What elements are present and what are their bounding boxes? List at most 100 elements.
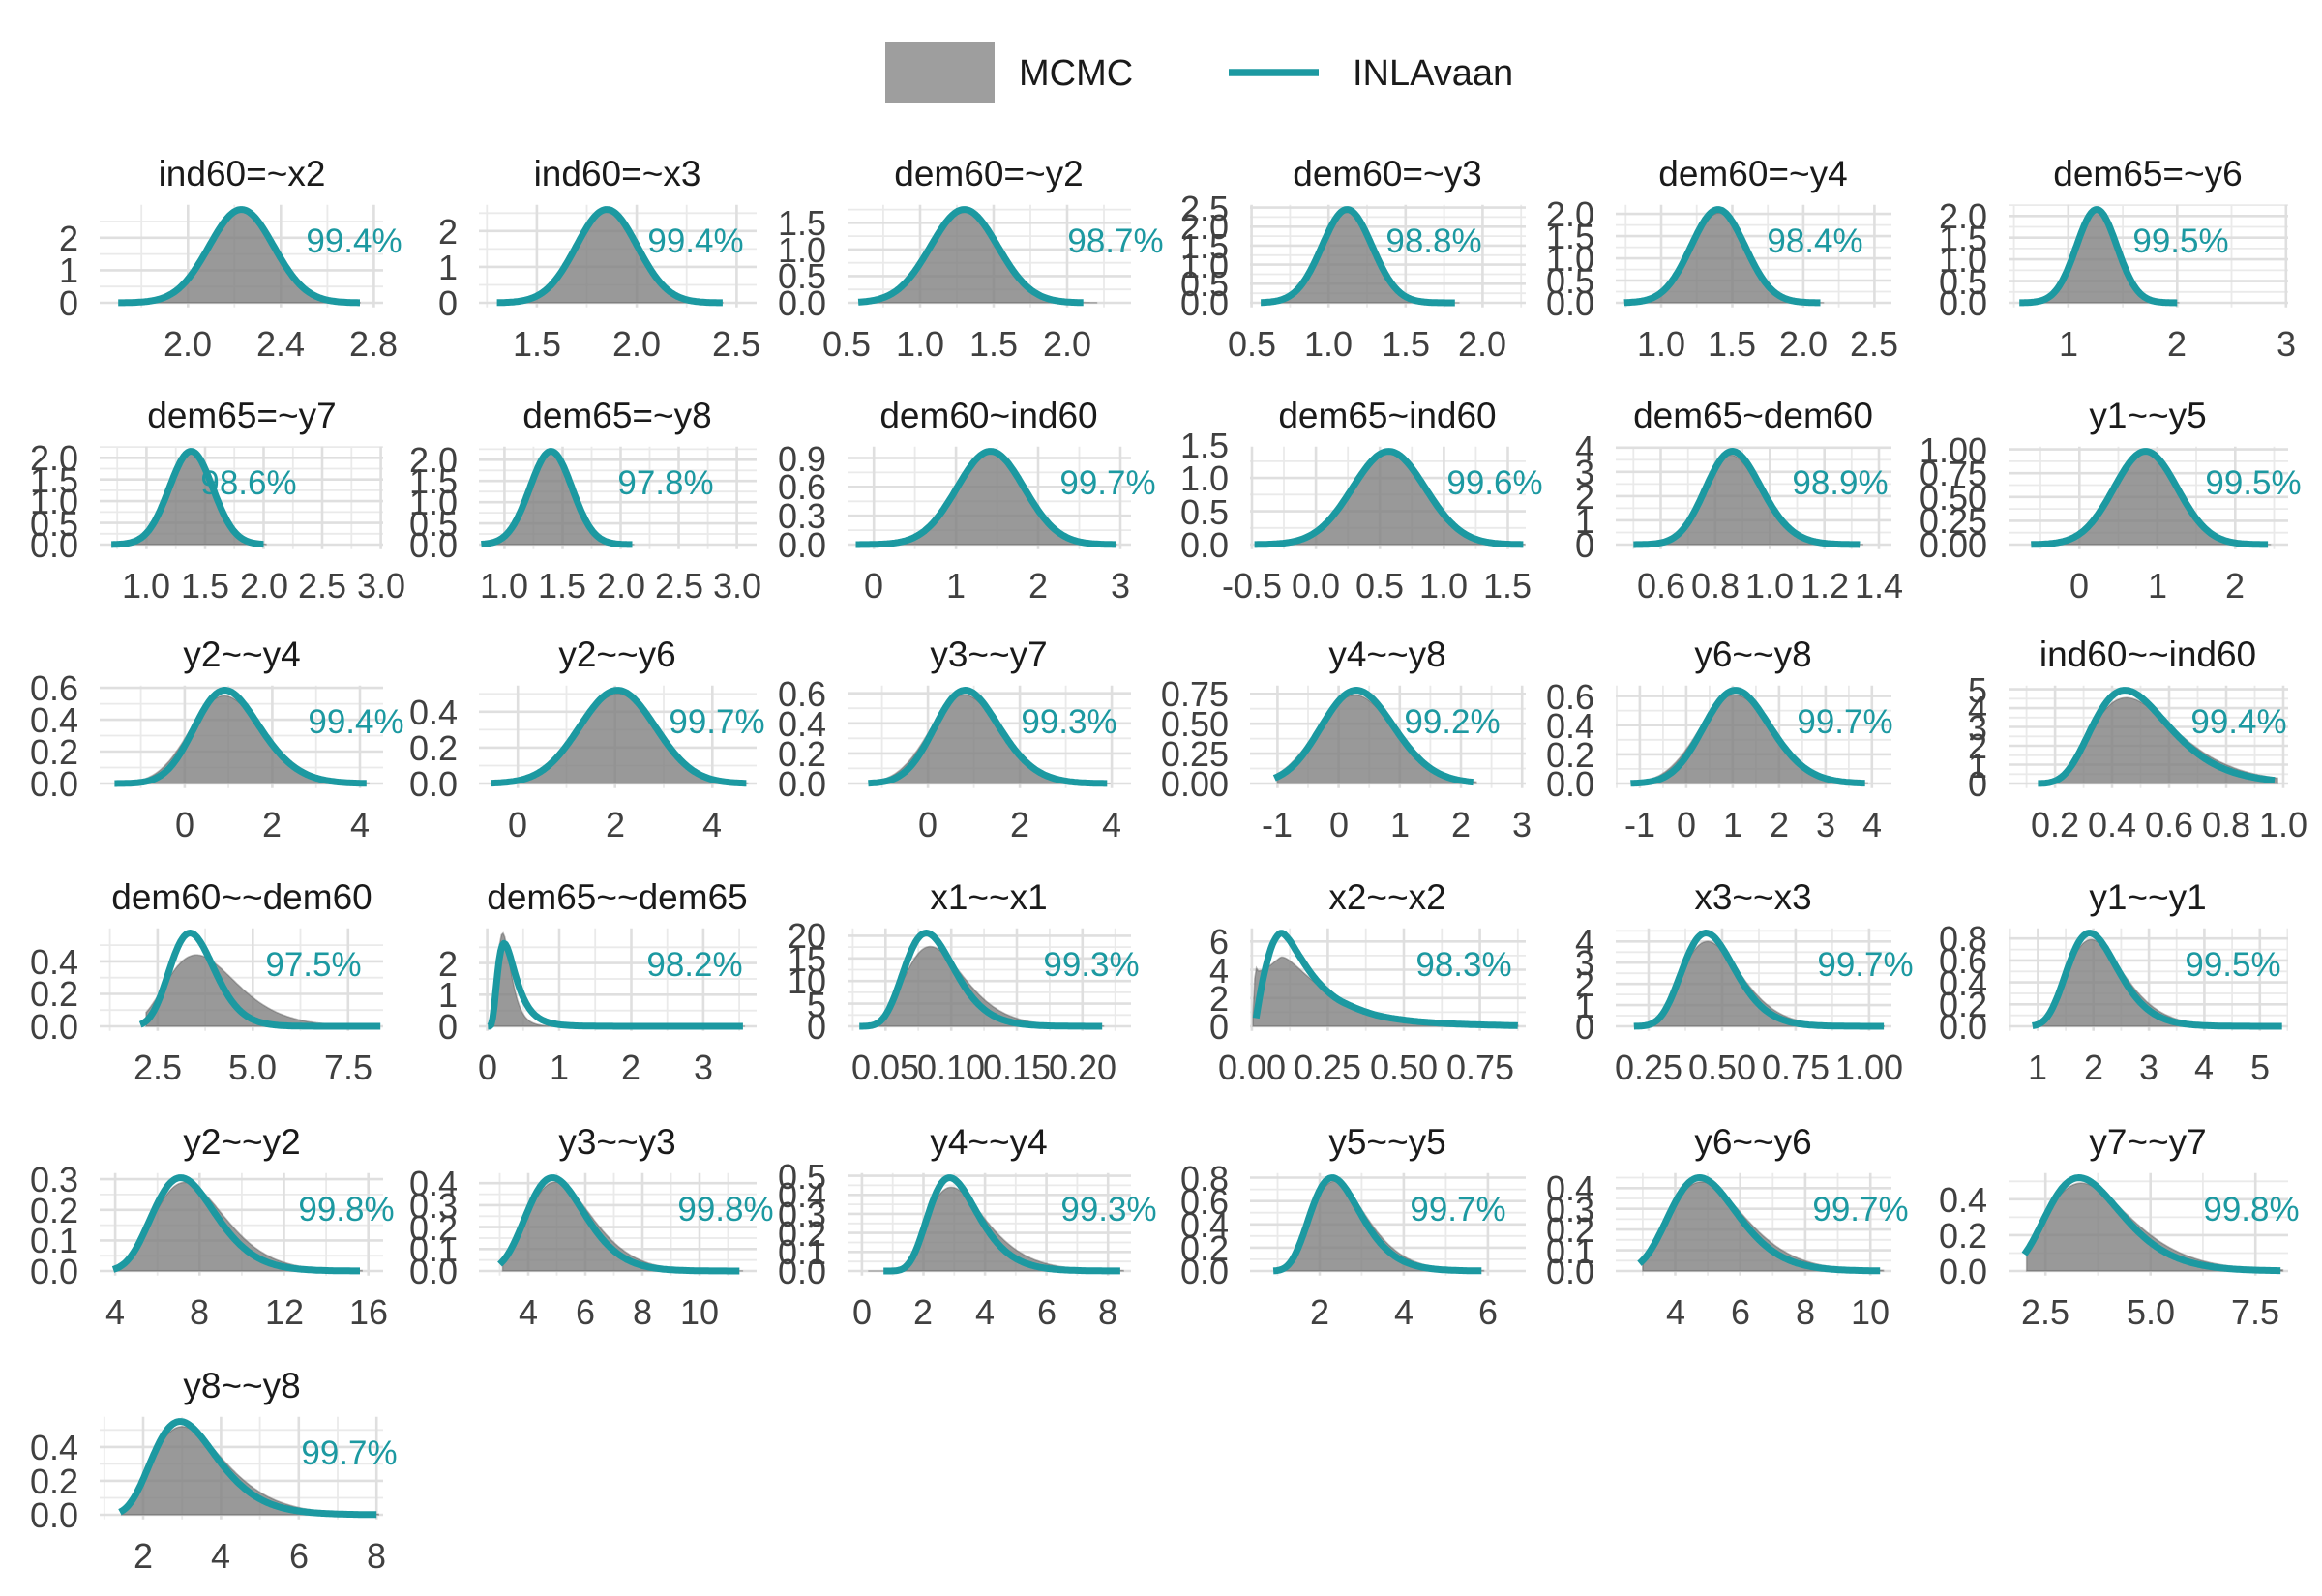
svg-text:0.2: 0.2: [1546, 735, 1594, 775]
svg-text:2: 2: [1028, 566, 1048, 606]
svg-text:-1: -1: [1624, 805, 1655, 844]
svg-text:99.8%: 99.8%: [677, 1191, 773, 1228]
svg-text:1: 1: [1723, 805, 1742, 844]
svg-text:98.2%: 98.2%: [646, 946, 742, 984]
svg-text:2.8: 2.8: [349, 324, 398, 364]
svg-text:0.5: 0.5: [1355, 566, 1404, 606]
svg-text:1.0: 1.0: [1546, 239, 1594, 279]
svg-text:0.0: 0.0: [778, 283, 826, 323]
svg-text:4: 4: [1666, 1292, 1685, 1332]
svg-text:0.4: 0.4: [409, 1164, 458, 1203]
svg-text:1.0: 1.0: [1939, 240, 1987, 280]
svg-text:0: 0: [1575, 525, 1594, 565]
svg-text:2: 2: [262, 805, 282, 844]
svg-text:1.00: 1.00: [1920, 430, 1987, 470]
svg-text:1.5: 1.5: [778, 203, 826, 243]
svg-text:15: 15: [788, 939, 826, 979]
svg-text:99.4%: 99.4%: [308, 703, 403, 741]
svg-text:6: 6: [1209, 922, 1229, 961]
svg-text:6: 6: [1037, 1292, 1057, 1332]
svg-text:3: 3: [694, 1048, 713, 1087]
svg-text:99.7%: 99.7%: [1812, 1191, 1908, 1228]
svg-text:x2~~x2: x2~~x2: [1328, 877, 1445, 917]
svg-text:1.5: 1.5: [538, 566, 586, 606]
svg-text:0.0: 0.0: [1939, 1007, 1987, 1047]
svg-text:0.3: 0.3: [778, 1195, 826, 1234]
svg-text:0.2: 0.2: [30, 974, 78, 1014]
svg-text:2.5: 2.5: [1850, 324, 1898, 364]
svg-text:3: 3: [2139, 1048, 2158, 1087]
svg-text:99.6%: 99.6%: [1446, 464, 1542, 502]
svg-text:2.0: 2.0: [1546, 194, 1594, 234]
svg-text:0.1: 0.1: [1546, 1231, 1594, 1271]
svg-text:97.5%: 97.5%: [265, 946, 361, 984]
svg-text:2: 2: [2167, 324, 2187, 364]
svg-text:2: 2: [1968, 726, 1987, 766]
svg-text:0: 0: [175, 805, 194, 844]
svg-text:8: 8: [1796, 1292, 1815, 1332]
svg-text:0.2: 0.2: [30, 732, 78, 772]
svg-text:dem65=~y6: dem65=~y6: [2053, 154, 2242, 193]
svg-text:8: 8: [633, 1292, 652, 1332]
svg-text:1: 1: [2148, 566, 2167, 606]
svg-text:99.4%: 99.4%: [647, 222, 743, 260]
svg-text:99.2%: 99.2%: [1404, 703, 1500, 741]
svg-text:0.2: 0.2: [1546, 1210, 1594, 1250]
svg-text:99.3%: 99.3%: [1021, 703, 1116, 741]
svg-text:0.10: 0.10: [917, 1048, 985, 1087]
svg-text:0: 0: [807, 1007, 826, 1047]
svg-text:4: 4: [2194, 1048, 2214, 1087]
svg-text:y5~~y5: y5~~y5: [1328, 1122, 1445, 1162]
svg-text:1.5: 1.5: [181, 566, 229, 606]
svg-text:0: 0: [852, 1292, 872, 1332]
svg-text:0.0: 0.0: [1180, 1252, 1229, 1291]
svg-text:2: 2: [913, 1292, 933, 1332]
svg-text:0.0: 0.0: [778, 525, 826, 565]
svg-text:1.5: 1.5: [1180, 226, 1229, 266]
svg-text:1.5: 1.5: [1546, 217, 1594, 256]
svg-text:0.4: 0.4: [30, 942, 78, 982]
svg-text:99.3%: 99.3%: [1043, 946, 1139, 984]
svg-text:3: 3: [1575, 453, 1594, 492]
svg-text:99.7%: 99.7%: [669, 703, 764, 741]
svg-text:1: 1: [2059, 324, 2078, 364]
svg-text:5.0: 5.0: [228, 1048, 277, 1087]
svg-text:2.5: 2.5: [712, 324, 760, 364]
svg-text:0.2: 0.2: [1180, 1228, 1229, 1268]
svg-text:0: 0: [438, 283, 458, 323]
svg-text:0: 0: [438, 1007, 458, 1047]
svg-text:2.5: 2.5: [1180, 189, 1229, 228]
svg-text:x3~~x3: x3~~x3: [1694, 877, 1811, 917]
svg-text:8: 8: [1098, 1292, 1117, 1332]
svg-text:6: 6: [576, 1292, 595, 1332]
svg-text:0: 0: [1575, 1007, 1594, 1047]
svg-text:0.50: 0.50: [1370, 1048, 1438, 1087]
svg-text:1.00: 1.00: [1835, 1048, 1903, 1087]
svg-text:0.0: 0.0: [409, 1252, 458, 1291]
svg-text:0.0: 0.0: [778, 1252, 826, 1291]
svg-text:99.4%: 99.4%: [306, 222, 402, 260]
svg-text:2.0: 2.0: [240, 566, 288, 606]
svg-text:0.8: 0.8: [1939, 919, 1987, 959]
svg-text:98.4%: 98.4%: [1767, 222, 1862, 260]
svg-text:0.6: 0.6: [1637, 566, 1685, 606]
svg-text:0.25: 0.25: [1161, 734, 1229, 774]
svg-text:2.0: 2.0: [1458, 324, 1506, 364]
svg-text:99.3%: 99.3%: [1060, 1191, 1156, 1228]
svg-text:0.4: 0.4: [778, 704, 826, 744]
svg-text:3: 3: [1968, 708, 1987, 748]
svg-text:1: 1: [2028, 1048, 2047, 1087]
svg-text:2: 2: [1310, 1292, 1329, 1332]
svg-text:0.2: 0.2: [1939, 1216, 1987, 1256]
svg-text:0.3: 0.3: [409, 1186, 458, 1226]
svg-text:99.7%: 99.7%: [1410, 1191, 1505, 1228]
svg-text:1.0: 1.0: [1180, 246, 1229, 285]
svg-text:2: 2: [59, 219, 78, 258]
svg-text:0: 0: [478, 1048, 497, 1087]
svg-text:dem60~ind60: dem60~ind60: [879, 396, 1097, 435]
svg-text:0.9: 0.9: [778, 439, 826, 479]
svg-text:1: 1: [438, 248, 458, 287]
svg-text:dem65=~y8: dem65=~y8: [522, 396, 711, 435]
svg-text:0.8: 0.8: [2202, 805, 2250, 844]
svg-text:99.4%: 99.4%: [2190, 703, 2286, 741]
